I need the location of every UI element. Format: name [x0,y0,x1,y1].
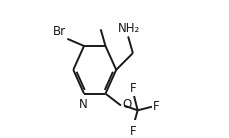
Text: NH₂: NH₂ [118,22,140,35]
Text: Br: Br [53,25,66,38]
Text: O: O [122,98,131,112]
Text: F: F [130,125,136,138]
Text: F: F [130,82,136,95]
Text: N: N [79,98,87,111]
Text: F: F [153,100,159,113]
